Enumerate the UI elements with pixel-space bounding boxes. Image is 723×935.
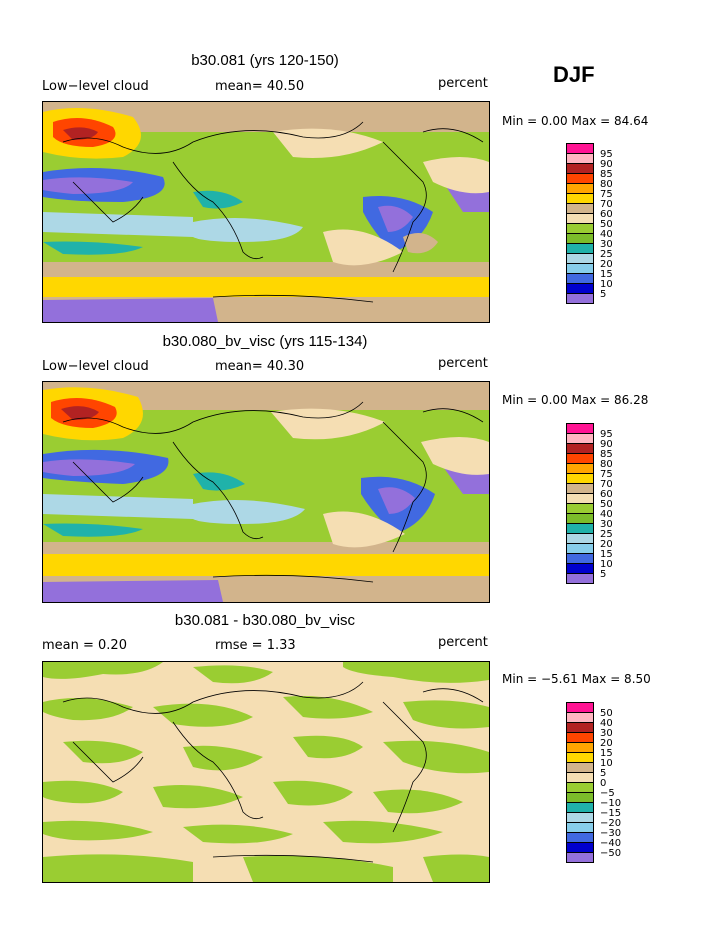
colorbar-label: −15 — [600, 808, 622, 819]
panel-1-minmax: Min = 0.00 Max = 84.64 — [502, 114, 649, 128]
colorbar-label: 60 — [600, 209, 613, 220]
season-label: DJF — [553, 62, 595, 87]
panel-2-colorbar — [566, 423, 594, 584]
panel-3-mean: mean = 0.20 — [42, 638, 127, 653]
colorbar-label: 70 — [600, 199, 613, 210]
colorbar-label: −40 — [600, 838, 622, 849]
panel-2-colorbar-labels: 95 90 85 80 75 70 60 50 40 30 25 20 15 1… — [600, 430, 613, 580]
colorbar-label: 95 — [600, 149, 613, 160]
colorbar-label: 50 — [600, 219, 613, 230]
colorbar-label: 85 — [600, 449, 613, 460]
colorbar-label: 20 — [600, 738, 613, 749]
colorbar-swatch — [566, 852, 594, 863]
colorbar-label: 5 — [600, 569, 607, 580]
colorbar-label: 25 — [600, 529, 613, 540]
panel-3-map — [42, 661, 490, 883]
panel-1-title: b30.081 (yrs 120-150) — [191, 52, 339, 69]
colorbar-label: 50 — [600, 499, 613, 510]
colorbar-label: 60 — [600, 489, 613, 500]
colorbar-label: 75 — [600, 469, 613, 480]
colorbar-label: 10 — [600, 758, 613, 769]
colorbar-label: 95 — [600, 429, 613, 440]
colorbar-label: 30 — [600, 728, 613, 739]
colorbar-label: 40 — [600, 229, 613, 240]
colorbar-label: 80 — [600, 459, 613, 470]
colorbar-label: −10 — [600, 798, 622, 809]
panel-1-mean: mean= 40.50 — [215, 79, 305, 94]
colorbar-label: 15 — [600, 748, 613, 759]
panel-1-variable: Low−level cloud — [42, 79, 149, 94]
colorbar-swatch — [566, 293, 594, 304]
panel-3-rmse: rmse = 1.33 — [215, 638, 296, 653]
panel-1-colorbar — [566, 143, 594, 304]
panel-1-colorbar-labels: 95 90 85 80 75 70 60 50 40 30 25 20 15 1… — [600, 150, 613, 300]
panel-2-variable: Low−level cloud — [42, 359, 149, 374]
colorbar-label: −30 — [600, 828, 622, 839]
colorbar-label: 30 — [600, 239, 613, 250]
colorbar-label: 85 — [600, 169, 613, 180]
panel-2-units: percent — [438, 356, 488, 371]
colorbar-label: 30 — [600, 519, 613, 530]
colorbar-label: −50 — [600, 848, 622, 859]
colorbar-swatch — [566, 573, 594, 584]
colorbar-label: 70 — [600, 479, 613, 490]
panel-3-colorbar — [566, 702, 594, 863]
panel-1-map — [42, 101, 490, 323]
colorbar-label: 20 — [600, 539, 613, 550]
panel-2-minmax: Min = 0.00 Max = 86.28 — [502, 393, 649, 407]
panel-2-map — [42, 381, 490, 603]
colorbar-label: 90 — [600, 439, 613, 450]
panel-3-colorbar-labels: 50 40 30 20 15 10 5 0 −5 −10 −15 −20 −30… — [600, 709, 621, 859]
panel-3-units: percent — [438, 635, 488, 650]
colorbar-label: 10 — [600, 559, 613, 570]
colorbar-label: 50 — [600, 708, 613, 719]
colorbar-label: 15 — [600, 269, 613, 280]
panel-2-mean: mean= 40.30 — [215, 359, 305, 374]
colorbar-label: 90 — [600, 159, 613, 170]
colorbar-label: 80 — [600, 179, 613, 190]
panel-3-minmax: Min = −5.61 Max = 8.50 — [502, 672, 651, 686]
colorbar-label: 40 — [600, 509, 613, 520]
panel-3-title: b30.081 - b30.080_bv_visc — [174, 612, 356, 629]
colorbar-label: 10 — [600, 279, 613, 290]
colorbar-label: 25 — [600, 249, 613, 260]
colorbar-label: −20 — [600, 818, 622, 829]
colorbar-label: 20 — [600, 259, 613, 270]
colorbar-label: 15 — [600, 549, 613, 560]
colorbar-label: 5 — [600, 289, 607, 300]
colorbar-label: 40 — [600, 718, 613, 729]
colorbar-label: 0 — [600, 778, 607, 789]
panel-1-units: percent — [438, 76, 488, 91]
colorbar-label: −5 — [600, 788, 615, 799]
colorbar-label: 5 — [600, 768, 607, 779]
colorbar-label: 75 — [600, 189, 613, 200]
panel-2-title: b30.080_bv_visc (yrs 115-134) — [162, 333, 368, 350]
